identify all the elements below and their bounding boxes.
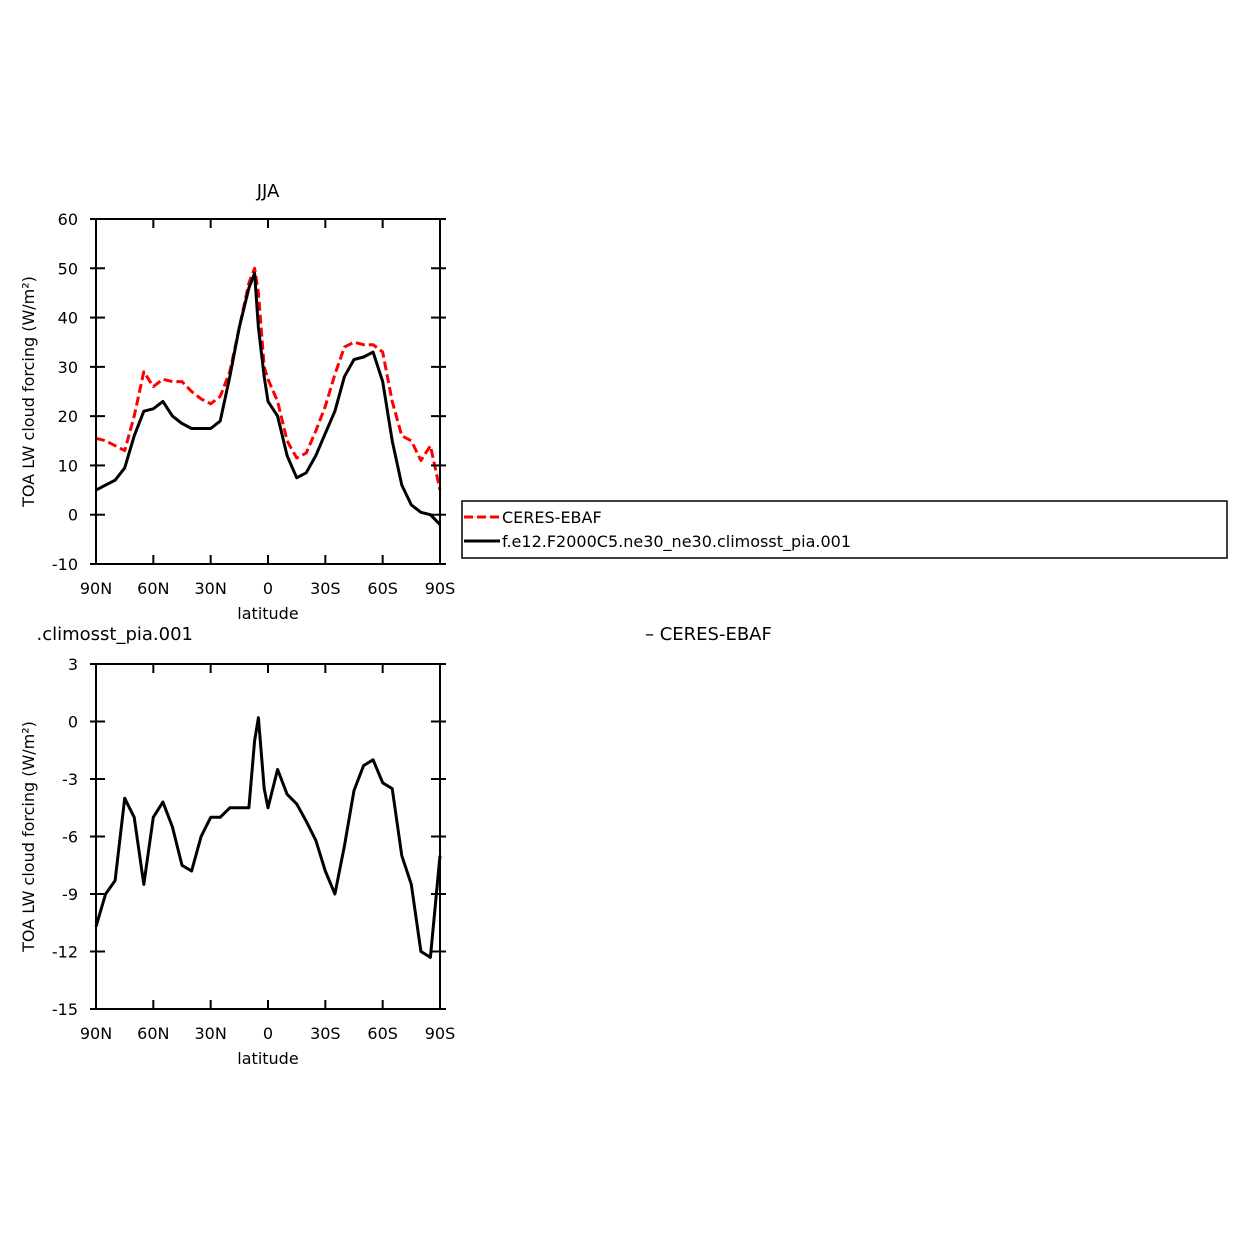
x-tick-label: 60S — [367, 579, 398, 598]
y-tick-label: 0 — [68, 506, 78, 525]
x-tick-label: 90N — [80, 579, 112, 598]
x-axis-label: latitude — [237, 604, 298, 623]
legend-label: CERES-EBAF — [502, 508, 602, 527]
legend-label: f.e12.F2000C5.ne30_ne30.climosst_pia.001 — [502, 532, 851, 552]
x-tick-label: 30N — [195, 1024, 227, 1043]
y-tick-label: 0 — [68, 713, 78, 732]
legend-box — [461, 500, 1228, 559]
chart-title: .climosst_pia.001 — [36, 624, 193, 645]
y-tick-label: 50 — [58, 259, 78, 278]
x-tick-label: 30S — [310, 1024, 341, 1043]
y-axis-label: TOA LW cloud forcing (W/m²) — [19, 276, 38, 508]
chart-title: JJA — [256, 181, 280, 202]
y-tick-label: 60 — [58, 210, 78, 229]
y-tick-label: -12 — [52, 943, 78, 962]
y-tick-label: 40 — [58, 309, 78, 328]
y-axis-label: TOA LW cloud forcing (W/m²) — [19, 721, 38, 953]
x-tick-label: 30N — [195, 579, 227, 598]
y-tick-label: -10 — [52, 555, 78, 574]
y-tick-label: -9 — [62, 885, 78, 904]
series-line — [95, 271, 442, 526]
chart-title: – CERES-EBAF — [645, 624, 772, 645]
series-line — [94, 716, 442, 959]
x-tick-label: 90S — [425, 1024, 456, 1043]
y-tick-label: -15 — [52, 1000, 78, 1019]
x-tick-label: 0 — [263, 579, 273, 598]
x-tick-label: 0 — [263, 1024, 273, 1043]
x-tick-label: 60S — [367, 1024, 398, 1043]
x-tick-label: 60N — [137, 1024, 169, 1043]
y-tick-label: 20 — [58, 407, 78, 426]
y-tick-label: 10 — [58, 456, 78, 475]
x-tick-label: 90S — [425, 579, 456, 598]
x-axis-label: latitude — [237, 1049, 298, 1068]
y-tick-label: 30 — [58, 358, 78, 377]
x-tick-label: 60N — [137, 579, 169, 598]
x-tick-label: 30S — [310, 579, 341, 598]
y-tick-label: -3 — [62, 770, 78, 789]
x-tick-label: 90N — [80, 1024, 112, 1043]
y-tick-label: -6 — [62, 828, 78, 847]
y-tick-label: 3 — [68, 655, 78, 674]
